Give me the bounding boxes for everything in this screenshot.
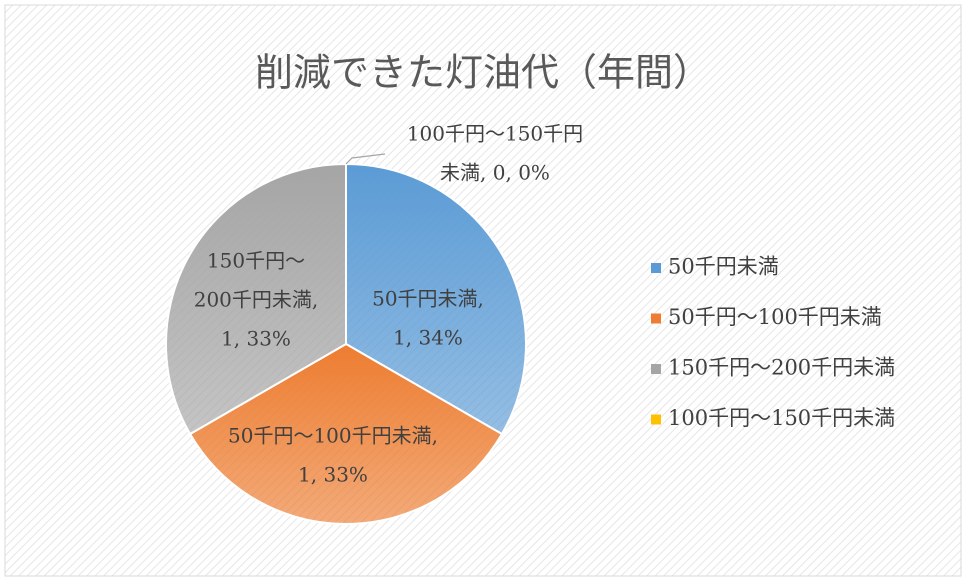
legend-label: 50千円～100千円未満 xyxy=(668,305,882,329)
data-label: 1, 33% xyxy=(298,463,368,487)
pie-slice xyxy=(345,162,527,436)
data-label: 未満, 0, 0% xyxy=(440,161,550,185)
legend-swatch xyxy=(651,364,661,374)
pie-slice xyxy=(165,162,347,436)
legend-swatch xyxy=(651,263,661,273)
leader-line xyxy=(345,153,386,165)
data-label: 200千円未満, xyxy=(194,288,319,312)
data-label: 1, 33% xyxy=(221,327,291,351)
data-label: 50千円未満, xyxy=(372,287,484,311)
legend-swatch xyxy=(651,414,661,425)
legend-swatch xyxy=(651,313,661,324)
legend-label: 100千円～150千円未満 xyxy=(668,406,895,430)
data-label: 150千円～ xyxy=(207,249,305,273)
legend-label: 150千円～200千円未満 xyxy=(668,356,895,380)
data-label: 1, 34% xyxy=(393,326,463,350)
legend-label: 50千円未満 xyxy=(668,255,779,279)
data-label: 50千円～100千円未満, xyxy=(228,424,438,448)
data-label: 100千円～150千円 xyxy=(407,122,583,146)
chart-title: 削減できた灯油代（年間） xyxy=(255,51,711,95)
